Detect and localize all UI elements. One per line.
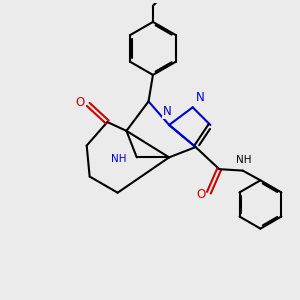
Text: NH: NH [236,155,252,165]
Text: N: N [163,106,172,118]
Text: O: O [196,188,206,201]
Text: O: O [75,96,85,110]
Text: NH: NH [111,154,126,164]
Text: N: N [196,92,204,104]
